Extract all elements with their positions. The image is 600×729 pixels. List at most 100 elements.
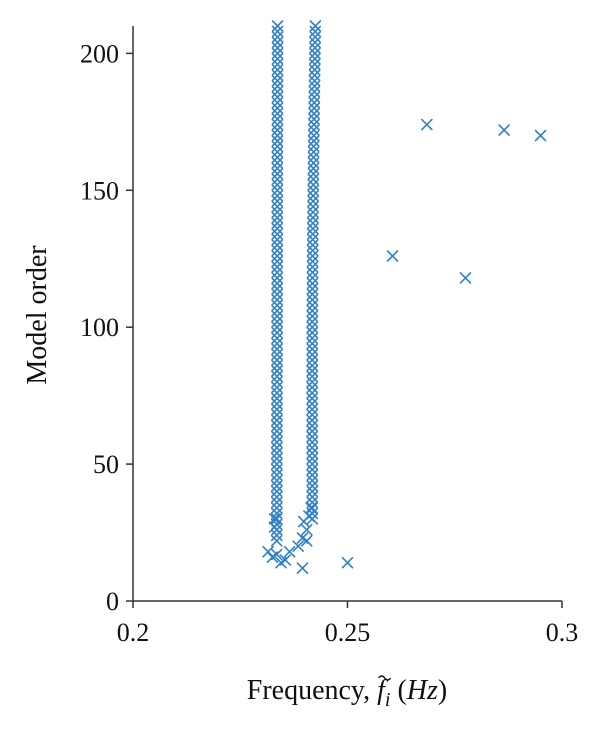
data-point [306,348,319,361]
data-point [306,452,319,465]
data-point [271,255,283,268]
data-point [271,96,284,109]
data-point [271,250,283,262]
data-point [271,173,284,186]
data-point [271,463,283,476]
data-point [271,107,284,120]
data-point [271,474,283,487]
y-axis-title: Model order [22,245,53,385]
data-point [271,64,284,76]
data-point [306,315,319,328]
data-point [307,146,320,158]
data-point [305,502,317,514]
data-point [386,250,399,262]
data-point [271,25,284,38]
data-point [306,409,318,421]
data-point [271,47,284,60]
data-point [306,277,319,290]
data-point [307,184,320,197]
data-point [268,513,281,525]
data-point [271,118,284,131]
y-tick-label: 200 [80,39,119,68]
data-point [306,261,319,273]
data-point [307,222,319,235]
data-point [297,515,310,528]
data-point [308,102,320,114]
data-point [308,85,321,98]
data-point [271,387,283,399]
data-point [309,25,322,38]
data-point [271,414,283,427]
data-point [271,359,283,372]
data-point [271,480,283,492]
data-point [271,277,283,290]
data-point [270,548,283,561]
data-point [306,376,318,388]
y-tick-label: 50 [93,450,119,479]
data-point [309,36,321,49]
data-point [306,381,318,394]
data-point [306,436,318,448]
data-point [271,381,283,394]
data-point [307,206,319,218]
data-point [307,140,320,153]
data-point [308,58,321,71]
data-point [306,250,319,262]
data-point [308,129,320,142]
data-point [270,485,283,498]
data-point [271,58,284,71]
data-point [300,524,313,536]
data-point [271,288,283,301]
data-point [271,36,284,49]
data-point [306,304,319,317]
data-point [271,42,284,54]
data-point [306,491,319,503]
data-point [271,239,284,251]
data-point [270,502,283,514]
data-point [306,392,318,405]
data-point [271,348,283,361]
data-point [307,135,320,147]
data-point [306,354,318,366]
data-point [262,545,274,558]
data-point [271,343,283,355]
data-point [292,540,304,553]
data-point [306,288,319,301]
data-point [271,332,283,344]
data-point [271,228,284,240]
data-point [308,80,321,93]
data-point [306,244,319,257]
y-tick-label: 150 [80,176,119,205]
data-point [271,409,283,421]
data-point [309,31,321,43]
data-point [271,124,284,136]
data-point [271,392,283,405]
data-point [308,91,321,103]
data-point [271,321,283,333]
data-point [306,272,319,284]
x-tick-label: 0.25 [325,618,371,647]
x-tick-label: 0.3 [546,618,579,647]
data-point [307,228,319,240]
data-point [306,469,319,481]
data-point [271,31,284,43]
data-point [271,200,284,213]
data-point [534,129,547,142]
data-point [271,337,283,350]
data-point [307,173,320,186]
data-point [271,370,283,383]
data-point [307,189,319,202]
data-point [283,545,296,558]
data-point [459,272,472,284]
data-point [271,430,283,443]
data-point [271,184,284,197]
data-point [306,321,319,333]
data-point [306,441,318,454]
data-point [271,146,284,158]
data-point [271,53,284,65]
data-point [309,47,321,60]
data-point [421,118,433,131]
data-point [307,151,320,164]
y-axis: 0 50 100 150 200 [80,26,134,616]
